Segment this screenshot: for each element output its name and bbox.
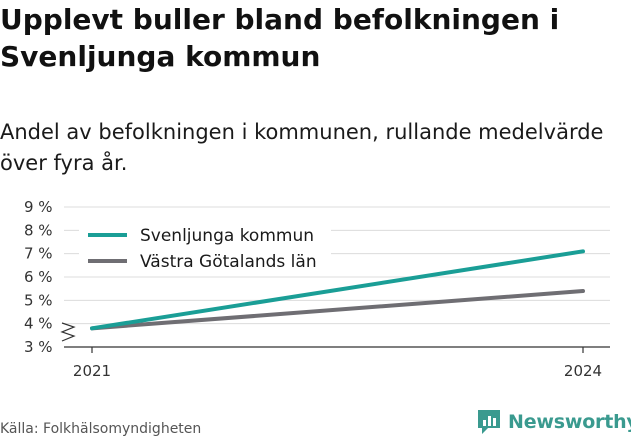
chart-title: Upplevt buller bland befolkningen i Sven…	[0, 3, 560, 73]
series-lines	[90, 249, 585, 331]
series-line	[90, 289, 585, 331]
y-axis-ticks: 3 % 4 % 5 % 6 % 7 % 8 % 9 %	[24, 198, 53, 356]
y-tick-label: 8 %	[24, 221, 53, 239]
y-tick-label: 9 %	[24, 198, 53, 216]
brand-logo: Newsworthy	[476, 407, 631, 437]
legend-label: Västra Götalands län	[140, 252, 317, 272]
brand-name: Newsworthy	[508, 411, 631, 433]
source-note: Källa: Folkhälsomyndigheten	[0, 421, 202, 437]
series-line	[90, 249, 585, 331]
y-tick-label: 6 %	[24, 268, 53, 286]
newsworthy-chart-icon	[478, 410, 500, 434]
legend: Svenljunga kommun Västra Götalands län	[79, 222, 331, 274]
legend-label: Svenljunga kommun	[140, 226, 314, 246]
line-chart: 3 % 4 % 5 % 6 % 7 % 8 % 9 % 2021 2024 Svenljung…	[24, 198, 610, 380]
x-axis-ticks: 2021 2024	[73, 347, 602, 380]
y-tick-label: 7 %	[24, 245, 53, 263]
chart-subtitle: Andel av befolkningen i kommunen, rullan…	[0, 120, 604, 175]
y-tick-label: 5 %	[24, 291, 53, 309]
x-tick-label: 2024	[564, 362, 602, 380]
x-tick-label: 2021	[73, 362, 111, 380]
y-tick-label: 3 %	[24, 338, 53, 356]
axis-break-icon	[60, 322, 76, 342]
y-tick-label: 4 %	[24, 315, 53, 333]
